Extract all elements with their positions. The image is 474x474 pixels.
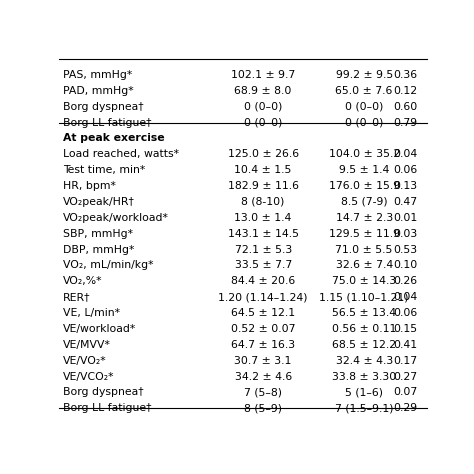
Text: 0.06: 0.06 (393, 308, 418, 318)
Text: 64.5 ± 12.1: 64.5 ± 12.1 (231, 308, 295, 318)
Text: 0.26: 0.26 (393, 276, 418, 286)
Text: 1.20 (1.14–1.24): 1.20 (1.14–1.24) (219, 292, 308, 302)
Text: 143.1 ± 14.5: 143.1 ± 14.5 (228, 229, 299, 239)
Text: 30.7 ± 3.1: 30.7 ± 3.1 (235, 356, 292, 366)
Text: VO₂, mL/min/kg*: VO₂, mL/min/kg* (63, 261, 154, 271)
Text: 7 (5–8): 7 (5–8) (244, 387, 282, 398)
Text: 0.47: 0.47 (393, 197, 418, 207)
Text: 0 (0–0): 0 (0–0) (244, 118, 283, 128)
Text: 68.5 ± 12.2: 68.5 ± 12.2 (332, 340, 396, 350)
Text: VE, L/min*: VE, L/min* (63, 308, 120, 318)
Text: 0.15: 0.15 (393, 324, 418, 334)
Text: 0.04: 0.04 (393, 149, 418, 159)
Text: 8 (8-10): 8 (8-10) (241, 197, 285, 207)
Text: VE/VCO₂*: VE/VCO₂* (63, 372, 114, 382)
Text: 0.07: 0.07 (393, 387, 418, 398)
Text: 8 (5–9): 8 (5–9) (244, 403, 282, 413)
Text: 32.6 ± 7.4: 32.6 ± 7.4 (336, 261, 393, 271)
Text: VO₂peak/HR†: VO₂peak/HR† (63, 197, 135, 207)
Text: RER†: RER† (63, 292, 91, 302)
Text: 0.27: 0.27 (393, 372, 418, 382)
Text: 33.8 ± 3.30: 33.8 ± 3.30 (332, 372, 396, 382)
Text: PAS, mmHg*: PAS, mmHg* (63, 70, 132, 80)
Text: 84.4 ± 20.6: 84.4 ± 20.6 (231, 276, 295, 286)
Text: 0.03: 0.03 (393, 229, 418, 239)
Text: 68.9 ± 8.0: 68.9 ± 8.0 (235, 86, 292, 96)
Text: 32.4 ± 4.3: 32.4 ± 4.3 (336, 356, 393, 366)
Text: 1.15 (1.10–1.21): 1.15 (1.10–1.21) (319, 292, 409, 302)
Text: VE/VO₂*: VE/VO₂* (63, 356, 107, 366)
Text: 0.29: 0.29 (393, 403, 418, 413)
Text: 64.7 ± 16.3: 64.7 ± 16.3 (231, 340, 295, 350)
Text: DBP, mmHg*: DBP, mmHg* (63, 245, 134, 255)
Text: 75.0 ± 14.3: 75.0 ± 14.3 (332, 276, 396, 286)
Text: 0.06: 0.06 (393, 165, 418, 175)
Text: VO₂,%*: VO₂,%* (63, 276, 102, 286)
Text: 0.53: 0.53 (393, 245, 418, 255)
Text: 99.2 ± 9.5: 99.2 ± 9.5 (336, 70, 393, 80)
Text: 10.4 ± 1.5: 10.4 ± 1.5 (235, 165, 292, 175)
Text: Load reached, watts*: Load reached, watts* (63, 149, 179, 159)
Text: Borg dyspnea†: Borg dyspnea† (63, 102, 144, 112)
Text: VE/MVV*: VE/MVV* (63, 340, 111, 350)
Text: SBP, mmHg*: SBP, mmHg* (63, 229, 133, 239)
Text: 7 (1.5–9.1): 7 (1.5–9.1) (335, 403, 393, 413)
Text: 72.1 ± 5.3: 72.1 ± 5.3 (235, 245, 292, 255)
Text: VE/workload*: VE/workload* (63, 324, 136, 334)
Text: 0.04: 0.04 (393, 292, 418, 302)
Text: Borg LL fatigue†: Borg LL fatigue† (63, 403, 151, 413)
Text: 8.5 (7-9): 8.5 (7-9) (341, 197, 387, 207)
Text: 0 (0–0): 0 (0–0) (345, 102, 383, 112)
Text: 65.0 ± 7.6: 65.0 ± 7.6 (336, 86, 393, 96)
Text: 125.0 ± 26.6: 125.0 ± 26.6 (228, 149, 299, 159)
Text: 0.01: 0.01 (393, 213, 418, 223)
Text: 102.1 ± 9.7: 102.1 ± 9.7 (231, 70, 295, 80)
Text: 0.13: 0.13 (393, 181, 418, 191)
Text: 0 (0–0): 0 (0–0) (244, 102, 283, 112)
Text: 176.0 ± 15.9: 176.0 ± 15.9 (328, 181, 400, 191)
Text: 104.0 ± 35.2: 104.0 ± 35.2 (328, 149, 400, 159)
Text: PAD, mmHg*: PAD, mmHg* (63, 86, 134, 96)
Text: 0.12: 0.12 (393, 86, 418, 96)
Text: 182.9 ± 11.6: 182.9 ± 11.6 (228, 181, 299, 191)
Text: 33.5 ± 7.7: 33.5 ± 7.7 (235, 261, 292, 271)
Text: 34.2 ± 4.6: 34.2 ± 4.6 (235, 372, 292, 382)
Text: 13.0 ± 1.4: 13.0 ± 1.4 (235, 213, 292, 223)
Text: 0.60: 0.60 (393, 102, 418, 112)
Text: 71.0 ± 5.5: 71.0 ± 5.5 (336, 245, 393, 255)
Text: 9.5 ± 1.4: 9.5 ± 1.4 (339, 165, 389, 175)
Text: 0.52 ± 0.07: 0.52 ± 0.07 (231, 324, 295, 334)
Text: Test time, min*: Test time, min* (63, 165, 145, 175)
Text: 0.36: 0.36 (393, 70, 418, 80)
Text: 0.10: 0.10 (393, 261, 418, 271)
Text: 5 (1–6): 5 (1–6) (345, 387, 383, 398)
Text: Borg LL fatigue†: Borg LL fatigue† (63, 118, 151, 128)
Text: At peak exercise: At peak exercise (63, 134, 164, 144)
Text: 0.56 ± 0.11: 0.56 ± 0.11 (332, 324, 396, 334)
Text: VO₂peak/workload*: VO₂peak/workload* (63, 213, 169, 223)
Text: 56.5 ± 13.4: 56.5 ± 13.4 (332, 308, 396, 318)
Text: 0.17: 0.17 (393, 356, 418, 366)
Text: HR, bpm*: HR, bpm* (63, 181, 116, 191)
Text: 14.7 ± 2.3: 14.7 ± 2.3 (336, 213, 393, 223)
Text: 129.5 ± 11.9: 129.5 ± 11.9 (328, 229, 400, 239)
Text: 0.79: 0.79 (393, 118, 418, 128)
Text: 0 (0–0): 0 (0–0) (345, 118, 383, 128)
Text: 0.41: 0.41 (393, 340, 418, 350)
Text: Borg dyspnea†: Borg dyspnea† (63, 387, 144, 398)
